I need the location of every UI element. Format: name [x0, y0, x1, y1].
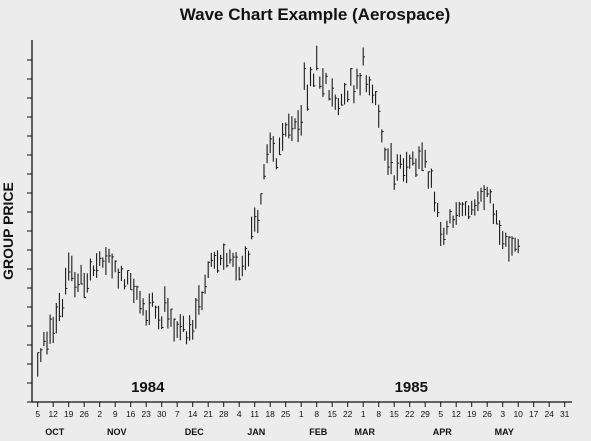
x-tick-label: 30: [157, 409, 167, 419]
x-tick-label: 31: [560, 409, 570, 419]
axis-labels: 5 12 19 26 2 9 16 23 30 7 14 21 28 4 11 18 25 1 8 15 22 1 8 15 2…: [35, 379, 569, 437]
x-tick-label: 12: [451, 409, 461, 419]
x-tick-label: 5: [438, 409, 443, 419]
x-tick-label: 23: [141, 409, 151, 419]
x-tick-label: 25: [281, 409, 291, 419]
x-tick-label: 15: [327, 409, 337, 419]
x-tick-label: 10: [513, 409, 523, 419]
x-tick-label: 19: [64, 409, 74, 419]
y-axis-label: GROUP PRICE: [0, 182, 16, 280]
x-tick-label: 7: [175, 409, 180, 419]
year-label: 1985: [395, 379, 428, 396]
x-tick-label: 22: [343, 409, 353, 419]
x-tick-label: 26: [482, 409, 492, 419]
x-tick-label: 3: [500, 409, 505, 419]
month-label: MAY: [495, 427, 514, 437]
x-tick-label: 5: [35, 409, 40, 419]
x-axis-ticks: [37, 402, 566, 407]
month-label: NOV: [107, 427, 127, 437]
x-tick-label: 18: [265, 409, 275, 419]
x-tick-label: 1: [361, 409, 366, 419]
month-label: MAR: [355, 427, 376, 437]
x-tick-label: 21: [203, 409, 213, 419]
x-tick-label: 19: [467, 409, 477, 419]
x-tick-label: 29: [420, 409, 430, 419]
x-tick-label: 8: [314, 409, 319, 419]
month-label: OCT: [45, 427, 65, 437]
x-tick-label: 12: [48, 409, 58, 419]
x-tick-label: 26: [79, 409, 89, 419]
month-label: JAN: [247, 427, 265, 437]
x-tick-label: 14: [188, 409, 198, 419]
month-label: APR: [433, 427, 453, 437]
x-tick-label: 9: [113, 409, 118, 419]
x-tick-label: 11: [250, 409, 259, 419]
x-tick-label: 16: [126, 409, 136, 419]
x-tick-label: 24: [544, 409, 554, 419]
x-tick-label: 15: [389, 409, 399, 419]
x-tick-label: 17: [529, 409, 539, 419]
y-axis-ticks: [27, 59, 32, 403]
x-tick-label: 4: [237, 409, 242, 419]
x-tick-label: 2: [97, 409, 102, 419]
x-tick-label: 22: [405, 409, 415, 419]
year-label: 1984: [131, 379, 165, 396]
price-bars: [37, 45, 520, 377]
month-label: DEC: [185, 427, 205, 437]
x-tick-label: 1: [299, 409, 304, 419]
chart-title: Wave Chart Example (Aerospace): [180, 5, 451, 24]
month-label: FEB: [309, 427, 328, 437]
x-tick-label: 28: [219, 409, 229, 419]
x-tick-label: 8: [376, 409, 381, 419]
